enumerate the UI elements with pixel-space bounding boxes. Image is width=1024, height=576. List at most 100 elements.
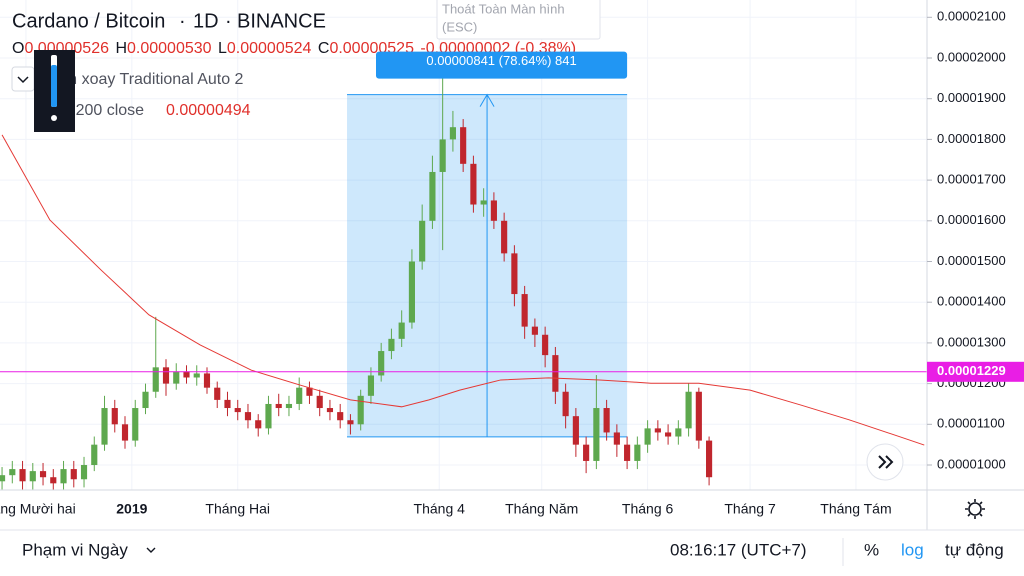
candle-body [19,469,26,482]
candle-body [572,416,579,445]
candle-body [224,399,231,409]
candle-body [644,428,651,445]
candle-body [490,200,497,221]
candle-body [275,403,282,409]
y-tick-label: 0.00001800 [937,131,1006,146]
candle-body [326,408,334,413]
candle-body [654,428,661,433]
candle-body [70,469,77,480]
scroll-icon [878,455,894,469]
candle-body [439,139,446,172]
range-chevron [146,547,156,553]
candle-body [101,408,108,445]
candle-body [367,375,375,396]
candle-body [429,171,436,221]
candle-body [50,477,57,484]
candle-body [552,355,559,392]
high-value: 0.00000530 [127,40,212,57]
candle-body [316,395,323,409]
candle-body [0,475,6,482]
candle-body [91,444,98,466]
candle-body [162,367,170,384]
x-tick-label: Tháng Mười hai [0,501,76,517]
candle-body [408,261,415,323]
collapse-button[interactable] [11,66,35,92]
candle-body [511,253,518,295]
candle-body [80,465,88,480]
x-tick-label: Tháng Hai [205,501,270,517]
y-tick-label: 0.00002000 [937,49,1006,64]
candle-body [347,420,354,425]
candle-body [634,444,641,461]
candle-body [60,469,67,484]
y-tick-label: 0.00001900 [937,90,1006,105]
settings-button[interactable] [968,502,982,516]
candle-body [296,387,303,404]
candle-body [306,387,313,396]
x-tick-label: Tháng Năm [505,501,578,517]
axes: 0.000010000.000011000.000012000.00001300… [0,9,1024,517]
candle-body [142,391,149,409]
separator: · [179,10,186,32]
candle-body [244,412,252,421]
candle-body [9,469,16,476]
candle-body [593,408,600,461]
x-tick-label: 2019 [116,501,147,517]
candle-body [255,420,262,429]
tooltip-shortcut: (ESC) [442,19,477,34]
interval: 1D [193,10,219,32]
candle-body [111,408,118,425]
measure-label-box [376,51,628,79]
open-label: O [12,40,24,57]
x-tick-label: Tháng Tám [820,501,891,517]
y-tick-label: 0.00001300 [937,334,1006,349]
candle-body [562,391,569,417]
grid [0,0,927,490]
x-tick-label: Tháng 4 [414,501,466,517]
gear-teeth [965,499,985,519]
y-tick-label: 0.00001600 [937,212,1006,227]
y-tick-label: 0.00002100 [937,9,1006,24]
candle-body [419,220,426,262]
exchange: BINANCE [237,10,326,32]
y-tick-label: 0.00001000 [937,456,1006,471]
candle-body [234,408,241,413]
candle-body [685,391,692,429]
low-value: 0.00000524 [227,40,312,57]
y-tick-label: 0.00001700 [937,172,1006,187]
candle-body [449,127,456,140]
y-tick-label: 0.00001500 [937,253,1006,268]
candle-body [214,387,221,400]
x-tick-label: Tháng 6 [622,501,674,517]
candle-body [531,326,538,335]
candle-body [285,403,293,409]
sun-icon [51,115,57,121]
candle-body [132,408,139,441]
symbol: Cardano / Bitcoin [12,10,165,32]
candle-body [542,334,549,356]
candle-body [470,163,477,205]
candle-body [695,391,702,441]
percent-button[interactable]: % [864,540,879,559]
price-tag-label: 0.00001229 [937,363,1006,378]
candle-body [183,371,190,378]
measure-label: 0.00000841 (78.64%) 841 [426,53,576,68]
candle-body [501,220,508,254]
range-button[interactable]: Phạm vi Ngày [22,540,128,559]
style-legend: Làm xoay Traditional Auto 2 [46,71,244,88]
candle-body [521,294,528,327]
candle-body [398,322,405,339]
candle-body [378,351,385,376]
auto-button[interactable]: tự động [945,540,1004,559]
low-label: L [218,40,227,57]
candle-body [665,432,672,437]
ma-line [1,134,925,446]
candle-body [265,403,272,429]
candle-body [460,127,467,164]
candle-body [583,444,590,461]
ma-value: 0.00000494 [166,102,251,119]
chevron-icon [17,76,29,84]
measure [347,93,628,438]
log-button[interactable]: log [901,540,924,559]
high-label: H [115,40,127,57]
